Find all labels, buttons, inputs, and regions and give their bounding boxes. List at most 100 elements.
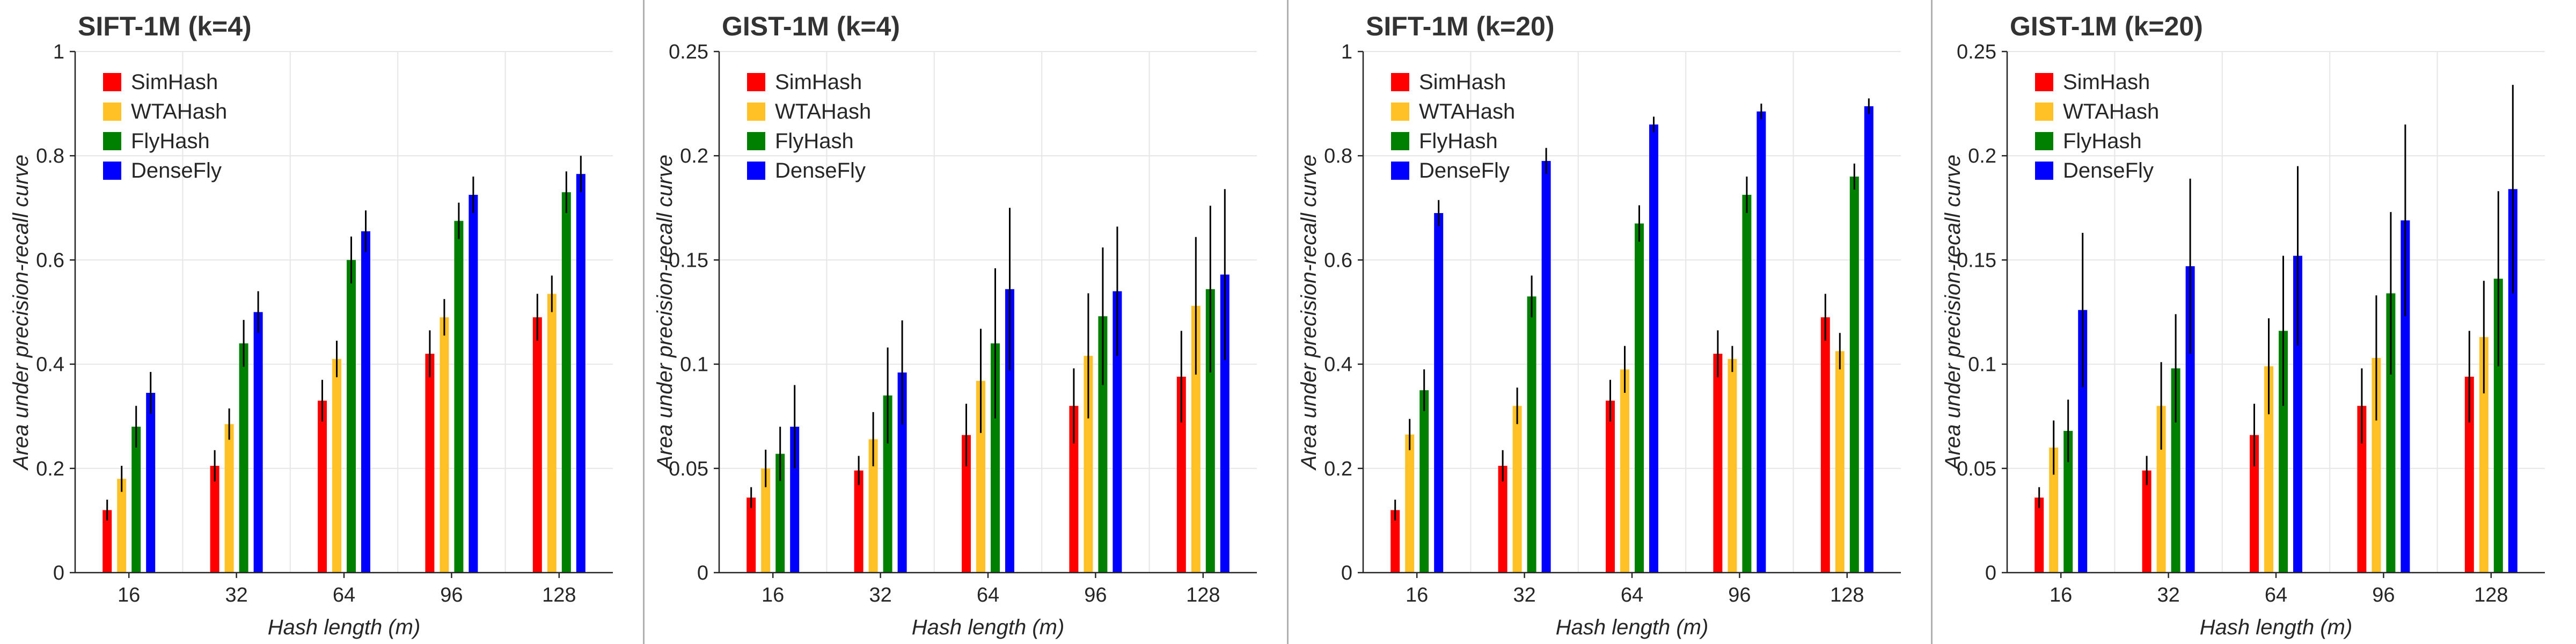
bar-simhash	[1606, 400, 1615, 573]
bar-densefly	[1113, 291, 1122, 573]
legend-label-wtahash: WTAHash	[775, 100, 871, 123]
y-tick-label: 0.2	[36, 458, 64, 480]
y-axis-label: Area under precision-recall curve	[1941, 155, 1965, 471]
legend-swatch-flyhash	[747, 132, 765, 150]
x-tick-label: 16	[118, 584, 140, 606]
x-tick-label: 64	[977, 584, 999, 606]
x-tick-label: 128	[1186, 584, 1220, 606]
chart-svg-2: 0 0.05 0.1 0.15 0.2 0.25 16 32 64 96 128 GIST-1M (k…	[653, 11, 1257, 639]
x-tick-label: 32	[869, 584, 891, 606]
chart-panel-4: 0 0.05 0.1 0.15 0.2 0.25 16 32 64 96 128 GIST-1M (k…	[1932, 0, 2576, 644]
y-tick-label: 0.25	[1957, 41, 1996, 63]
bar-densefly	[1649, 124, 1658, 573]
y-tick-label: 0.2	[1324, 458, 1352, 480]
bar-wtahash	[1512, 406, 1522, 573]
legend-swatch-simhash	[103, 73, 121, 91]
y-tick-label: 0	[1341, 562, 1352, 584]
bar-densefly	[253, 312, 263, 573]
bar-wtahash	[2156, 406, 2166, 573]
legend-swatch-densefly	[1391, 162, 1409, 180]
bar-simhash	[854, 470, 863, 573]
bar-flyhash	[561, 192, 571, 573]
y-tick-label: 0.6	[36, 249, 64, 272]
legend-swatch-flyhash	[103, 132, 121, 150]
bar-wtahash	[976, 380, 985, 573]
legend-label-flyhash: FlyHash	[775, 129, 854, 153]
y-tick-label: 0.8	[36, 145, 64, 167]
x-tick-label: 32	[1513, 584, 1535, 606]
legend-swatch-flyhash	[1391, 132, 1409, 150]
bar-flyhash	[2493, 279, 2503, 573]
bar-densefly	[897, 372, 907, 573]
x-axis-label: Hash length (m)	[1556, 616, 1709, 639]
legend-swatch-wtahash	[747, 103, 765, 121]
chart-panel-2: 0 0.05 0.1 0.15 0.2 0.25 16 32 64 96 128 GIST-1M (k…	[644, 0, 1288, 644]
y-tick-label: 0.05	[1957, 458, 1996, 480]
legend-label-simhash: SimHash	[1419, 70, 1506, 94]
bar-wtahash	[440, 317, 449, 573]
bar-wtahash	[1728, 358, 1737, 573]
legend-swatch-wtahash	[1391, 103, 1409, 121]
bar-wtahash	[224, 424, 234, 573]
bar-simhash	[2142, 470, 2151, 573]
bar-simhash	[2250, 435, 2259, 573]
bar-flyhash	[239, 343, 248, 573]
bar-densefly	[576, 174, 586, 573]
legend-label-wtahash: WTAHash	[2063, 100, 2159, 123]
legend-label-simhash: SimHash	[2063, 70, 2150, 94]
chart-svg-1: 0 0.2 0.4 0.6 0.8 1 16 32 64 96 128 SIFT-1M (k=4) Ha…	[9, 11, 613, 639]
y-axis-label: Area under precision-recall curve	[653, 155, 677, 471]
bar-simhash	[1391, 510, 1400, 573]
chart-svg-3: 0 0.2 0.4 0.6 0.8 1 16 32 64 96 128 SIFT-1M (k=20) H…	[1297, 11, 1901, 639]
panel-divider-1	[643, 0, 645, 644]
y-tick-label: 0.2	[680, 145, 708, 167]
y-tick-label: 0.05	[669, 458, 708, 480]
bar-simhash	[1498, 465, 1507, 573]
bar-wtahash	[868, 439, 878, 573]
x-tick-label: 16	[2050, 584, 2072, 606]
bar-flyhash	[883, 395, 892, 573]
bar-wtahash	[2479, 337, 2489, 573]
x-axis-label: Hash length (m)	[912, 616, 1065, 639]
bar-wtahash	[2049, 447, 2059, 573]
legend-label-densefly: DenseFly	[1419, 159, 1510, 182]
y-axis-label: Area under precision-recall curve	[1297, 155, 1321, 471]
bar-flyhash	[2279, 331, 2288, 573]
bar-flyhash	[1849, 177, 1859, 573]
chart-title: GIST-1M (k=20)	[2010, 11, 2203, 41]
legend-label-simhash: SimHash	[775, 70, 862, 94]
x-tick-label: 16	[762, 584, 784, 606]
bar-flyhash	[775, 453, 785, 573]
x-tick-label: 64	[2265, 584, 2287, 606]
bar-flyhash	[1635, 223, 1644, 573]
bar-flyhash	[1419, 390, 1429, 573]
bar-densefly	[2508, 189, 2518, 573]
legend-swatch-densefly	[747, 162, 765, 180]
bar-densefly	[790, 427, 800, 573]
legend-swatch-simhash	[747, 73, 765, 91]
bar-simhash	[2357, 406, 2367, 573]
x-tick-label: 96	[1084, 584, 1107, 606]
legend-label-wtahash: WTAHash	[131, 100, 227, 123]
chart-panel-3: 0 0.2 0.4 0.6 0.8 1 16 32 64 96 128 SIFT-1M (k=20) H…	[1288, 0, 1932, 644]
x-tick-label: 64	[1621, 584, 1643, 606]
bar-wtahash	[117, 479, 127, 573]
y-tick-label: 0.15	[669, 249, 708, 272]
bar-simhash	[425, 354, 435, 573]
bar-wtahash	[1084, 356, 1093, 573]
bar-wtahash	[761, 468, 771, 573]
bar-wtahash	[1620, 369, 1629, 573]
bar-densefly	[2078, 310, 2088, 573]
legend-label-flyhash: FlyHash	[2063, 129, 2142, 153]
bar-flyhash	[2063, 430, 2073, 573]
y-tick-label: 0.1	[680, 354, 708, 376]
legend-swatch-densefly	[2035, 162, 2053, 180]
y-axis-label: Area under precision-recall curve	[9, 155, 33, 471]
panel-divider-3	[1931, 0, 1933, 644]
y-tick-label: 0.15	[1957, 249, 1996, 272]
legend-swatch-flyhash	[2035, 132, 2053, 150]
x-tick-label: 32	[2157, 584, 2179, 606]
bar-simhash	[532, 317, 542, 573]
x-axis-label: Hash length (m)	[268, 616, 421, 639]
bar-densefly	[2185, 266, 2195, 573]
